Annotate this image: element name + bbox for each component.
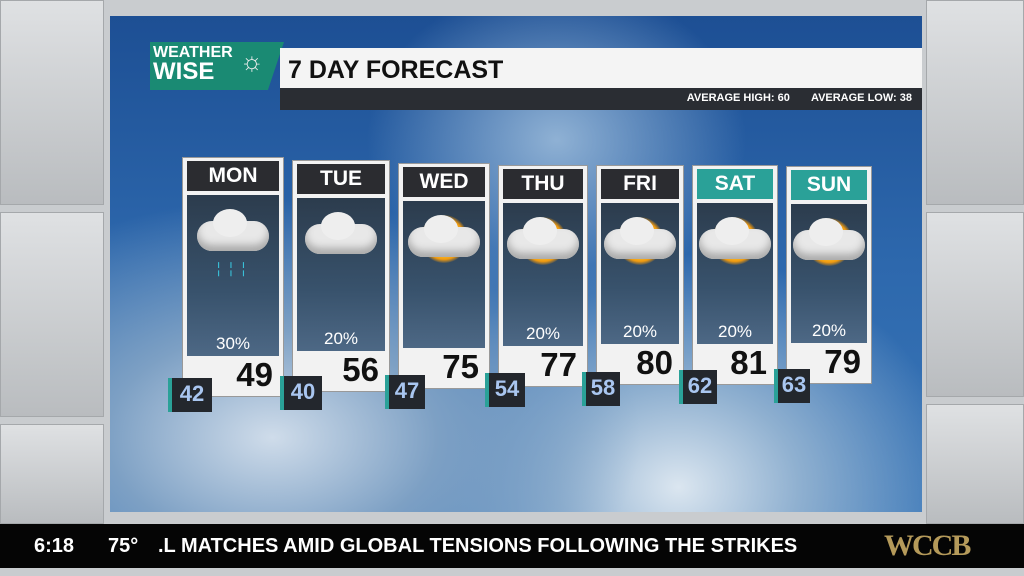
- partly-sunny-icon: 20%: [791, 204, 867, 343]
- precip-chance: 20%: [323, 329, 359, 348]
- sun-storm-icon: ☼: [240, 46, 264, 76]
- ticker-headline: .L MATCHES AMID GLOBAL TENSIONS FOLLOWIN…: [158, 535, 798, 557]
- ticker-time: 6:18: [34, 535, 75, 557]
- day-card-tue: TUE 20% 56: [292, 160, 390, 392]
- precip-chance: 30%: [215, 334, 251, 353]
- cloud-icon: [604, 217, 676, 259]
- high-temp: 49: [236, 356, 273, 393]
- day-label: FRI: [601, 169, 679, 199]
- low-temp: 62: [679, 370, 717, 404]
- cloud-icon: [699, 217, 771, 259]
- average-high: AVERAGE HIGH: 60: [686, 92, 790, 104]
- cloud-icon: [507, 217, 579, 259]
- high-temp: 81: [730, 344, 767, 381]
- station-logo: WCCB: [884, 529, 971, 562]
- precip-chance: 20%: [717, 322, 753, 341]
- studio-wall-left: [0, 0, 104, 205]
- ticker-temp: 75°: [108, 535, 139, 557]
- day-card-thu: THU 20% 77: [498, 165, 588, 387]
- day-label: THU: [503, 169, 583, 199]
- studio-wall-right: [926, 0, 1024, 205]
- precip-chance: 20%: [525, 324, 561, 343]
- day-label: WED: [403, 167, 485, 197]
- studio-wall-right: [926, 212, 1024, 397]
- high-temp: 80: [636, 344, 673, 381]
- cloud-icon: [305, 212, 377, 254]
- day-card-wed: WED 75: [398, 163, 490, 389]
- day-card-mon: MON ╎╎╎ 30% 49: [182, 157, 284, 397]
- news-ticker: 6:18 75° .L MATCHES AMID GLOBAL TENSIONS…: [0, 524, 1024, 568]
- day-label: MON: [187, 161, 279, 191]
- high-temp: 56: [342, 351, 379, 388]
- partly-sunny-icon: [403, 201, 485, 348]
- cloud-icon: [408, 215, 480, 257]
- average-low: AVERAGE LOW: 38: [810, 92, 912, 104]
- partly-sunny-icon: 20%: [601, 203, 679, 344]
- precip-chance: 20%: [811, 321, 847, 340]
- high-temp: 77: [540, 346, 577, 383]
- cloud-icon: 20%: [297, 198, 385, 351]
- high-temp: 75: [442, 348, 479, 385]
- studio-wall-left: [0, 424, 104, 524]
- day-card-sun: SUN 20% 79: [786, 166, 872, 384]
- studio-wall-left: [0, 212, 104, 417]
- forecast-screen: WEATHER WISE ☼ 7 DAY FORECAST AVERAGE HI…: [110, 16, 922, 512]
- low-temp: 58: [582, 372, 620, 406]
- low-temp: 47: [385, 375, 425, 409]
- cloud-icon: [197, 209, 269, 251]
- precip-chance: 20%: [622, 322, 658, 341]
- low-temp: 40: [280, 376, 322, 410]
- high-temp: 79: [824, 343, 861, 380]
- day-label: TUE: [297, 164, 385, 194]
- low-temp: 42: [168, 378, 212, 412]
- averages-bar: AVERAGE HIGH: 60 AVERAGE LOW: 38: [280, 88, 922, 110]
- partly-sunny-icon: 20%: [503, 203, 583, 346]
- day-label: SAT: [697, 169, 773, 199]
- day-card-fri: FRI 20% 80: [596, 165, 684, 385]
- low-temp: 54: [485, 373, 525, 407]
- rain-icon: ╎╎╎: [214, 261, 252, 277]
- studio-wall-right: [926, 404, 1024, 524]
- partly-sunny-icon: 20%: [697, 203, 773, 344]
- day-label: SUN: [791, 170, 867, 200]
- cloud-icon: [793, 218, 865, 260]
- day-card-sat: SAT 20% 81: [692, 165, 778, 385]
- low-temp: 63: [774, 369, 810, 403]
- page-title: 7 DAY FORECAST: [280, 48, 922, 88]
- weather-wise-logo: WEATHER WISE ☼: [150, 42, 284, 90]
- rain-cloud-icon: ╎╎╎ 30%: [187, 195, 279, 356]
